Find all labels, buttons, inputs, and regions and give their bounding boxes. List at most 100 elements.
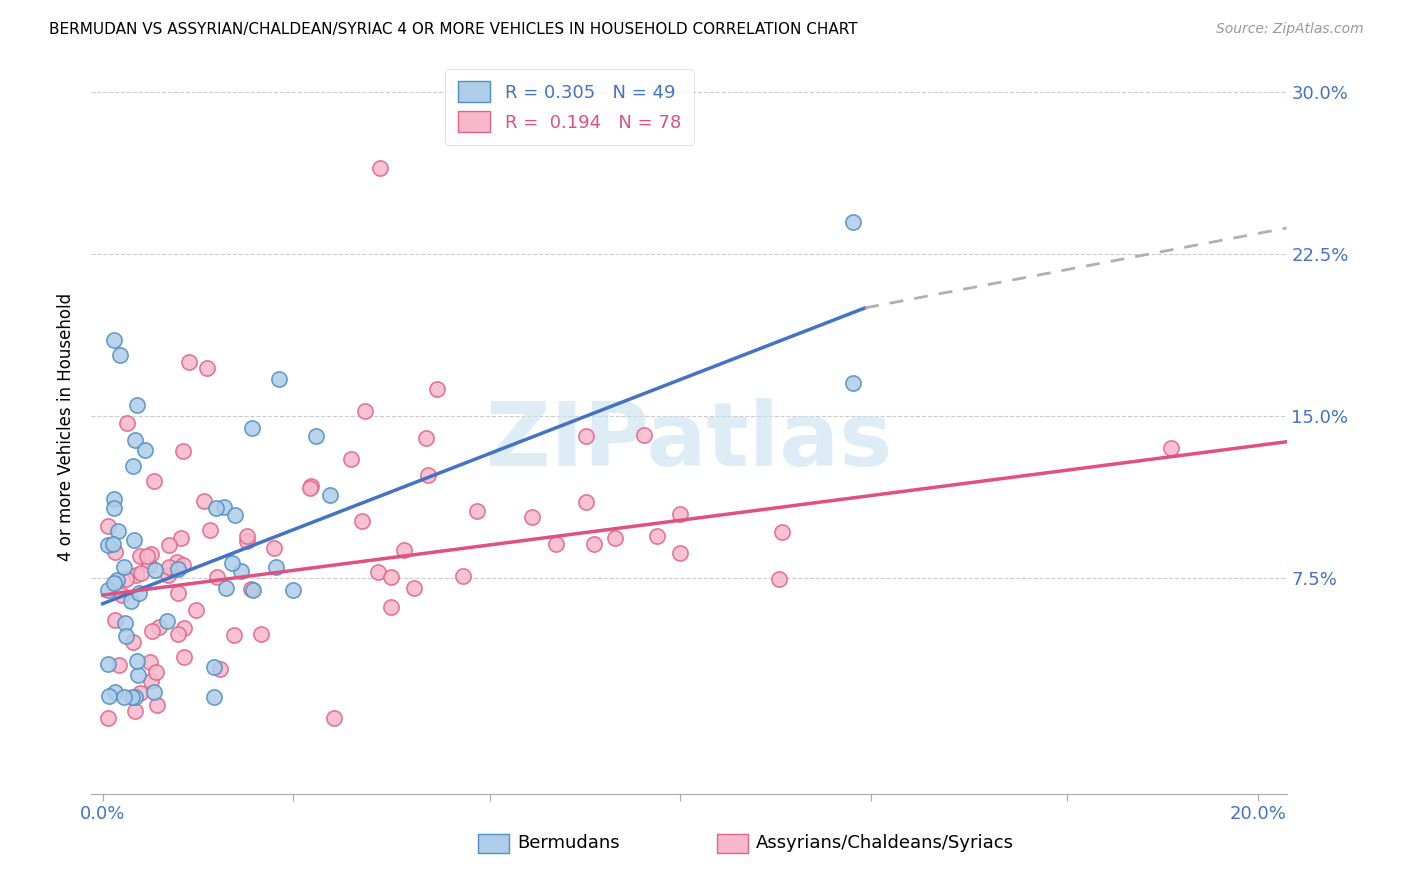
Point	[97, 518, 120, 533]
Point	[380, 600, 402, 615]
Point	[202, 660, 225, 674]
Point	[236, 533, 259, 548]
Point	[141, 624, 163, 639]
Point	[842, 214, 865, 228]
Point	[352, 514, 374, 528]
Point	[122, 533, 145, 548]
Point	[121, 459, 143, 474]
Point	[208, 662, 231, 676]
Point	[145, 665, 167, 679]
Point	[575, 495, 598, 509]
Point	[575, 429, 598, 443]
Point	[129, 566, 152, 580]
Point	[263, 541, 285, 556]
Point	[108, 348, 131, 362]
Point	[380, 570, 402, 584]
Point	[231, 564, 253, 578]
Point	[114, 629, 136, 643]
Point	[120, 594, 142, 608]
Point	[125, 654, 148, 668]
Point	[166, 627, 188, 641]
Point	[156, 568, 179, 582]
Point	[97, 582, 120, 597]
Point	[205, 500, 228, 515]
Point	[299, 482, 322, 496]
Point	[121, 690, 143, 704]
Point	[305, 428, 328, 442]
Point	[97, 711, 120, 725]
Point	[139, 655, 162, 669]
Point	[104, 613, 127, 627]
Point	[127, 398, 149, 412]
Point	[339, 451, 361, 466]
Point	[146, 698, 169, 713]
Point	[129, 685, 152, 699]
Point	[402, 581, 425, 595]
Point	[179, 355, 201, 369]
Point	[148, 619, 170, 633]
Point	[368, 161, 391, 175]
Text: Assyrians/Chaldeans/Syriacs: Assyrians/Chaldeans/Syriacs	[756, 834, 1014, 852]
Point	[112, 559, 135, 574]
Point	[170, 531, 193, 545]
Point	[112, 690, 135, 704]
Point	[453, 569, 475, 583]
Point	[240, 582, 263, 596]
Point	[134, 443, 156, 458]
Point	[172, 558, 194, 572]
Point	[224, 508, 246, 522]
Point	[264, 560, 287, 574]
Point	[97, 538, 120, 552]
Point	[202, 690, 225, 704]
Point	[193, 494, 215, 508]
Point	[98, 689, 121, 703]
Point	[267, 372, 290, 386]
Point	[415, 431, 437, 445]
Point	[367, 565, 389, 579]
Point	[105, 574, 128, 588]
Point	[768, 572, 790, 586]
Point	[283, 583, 305, 598]
Point	[215, 581, 238, 595]
Point	[236, 529, 259, 543]
Point	[242, 583, 264, 598]
Point	[142, 685, 165, 699]
Point	[124, 690, 146, 704]
Point	[465, 504, 488, 518]
Point	[205, 570, 228, 584]
Y-axis label: 4 or more Vehicles in Household: 4 or more Vehicles in Household	[58, 293, 75, 561]
Point	[114, 616, 136, 631]
Point	[127, 668, 149, 682]
Text: Bermudans: Bermudans	[517, 834, 620, 852]
Point	[166, 555, 188, 569]
Point	[172, 444, 194, 458]
Point	[107, 524, 129, 539]
Text: BERMUDAN VS ASSYRIAN/CHALDEAN/SYRIAC 4 OR MORE VEHICLES IN HOUSEHOLD CORRELATION: BERMUDAN VS ASSYRIAN/CHALDEAN/SYRIAC 4 O…	[49, 22, 858, 37]
Point	[353, 404, 375, 418]
Point	[117, 416, 139, 430]
Point	[124, 704, 146, 718]
Point	[157, 538, 180, 552]
Point	[121, 635, 143, 649]
Point	[603, 531, 626, 545]
Point	[128, 586, 150, 600]
Point	[167, 561, 190, 575]
Point	[669, 507, 692, 521]
Point	[104, 684, 127, 698]
Point	[250, 627, 273, 641]
Point	[115, 572, 138, 586]
Point	[136, 549, 159, 563]
Point	[97, 657, 120, 672]
Point	[173, 650, 195, 665]
Point	[103, 500, 125, 515]
Point	[141, 674, 163, 689]
Point	[221, 556, 243, 570]
Point	[426, 382, 449, 396]
Point	[103, 491, 125, 506]
Point	[186, 602, 208, 616]
Point	[522, 509, 544, 524]
Point	[546, 537, 568, 551]
Point	[156, 614, 179, 628]
Point	[669, 546, 692, 560]
Point	[103, 575, 125, 590]
